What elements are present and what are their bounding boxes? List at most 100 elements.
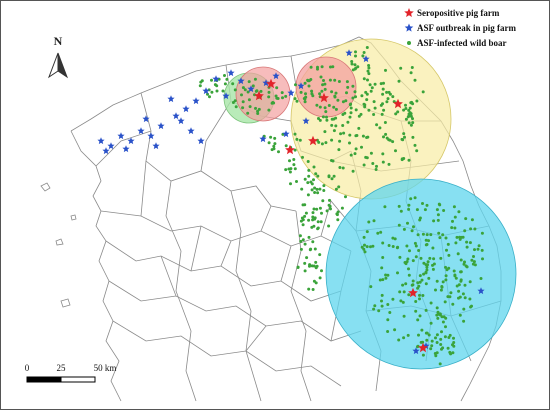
outbreak-farm-star (262, 79, 270, 87)
wild-boar-dot (298, 234, 302, 238)
wild-boar-dot (301, 203, 305, 207)
outbreak-farm-star (182, 105, 190, 113)
wild-boar-dot (410, 229, 414, 233)
wild-boar-dot (267, 90, 271, 94)
wild-boar-dot (445, 248, 448, 252)
wild-boar-dot (409, 71, 413, 75)
wild-boar-dot (315, 187, 319, 191)
wild-boar-dot (454, 276, 458, 280)
wild-boar-dot (365, 245, 369, 249)
wild-boar-dot (314, 260, 318, 264)
wild-boar-dot (440, 285, 444, 288)
legend-label-seropositive: Seropositive pig farm (417, 8, 500, 18)
wild-boar-dot (318, 92, 322, 96)
wild-boar-dot (367, 72, 371, 76)
wild-boar-dot (386, 273, 390, 277)
wild-boar-dot (452, 341, 456, 344)
wild-boar-dot (452, 205, 456, 209)
seropositive-farm-star (254, 90, 264, 101)
wild-boar-dot (450, 226, 454, 230)
wild-boar-dot (350, 60, 354, 63)
wild-boar-dot (231, 82, 235, 86)
wild-boar-dot (380, 266, 384, 270)
wild-boar-dot (354, 50, 357, 54)
wild-boar-dot (334, 187, 338, 191)
wild-boar-dot (284, 94, 288, 98)
wild-boar-dot (277, 150, 280, 154)
wild-boar-dot (421, 90, 425, 94)
wild-boar-dot (434, 288, 437, 292)
wild-boar-dot (373, 82, 377, 86)
wild-boar-dot (369, 245, 372, 249)
wild-boar-dot (459, 279, 463, 283)
wild-boar-dot (321, 83, 325, 87)
wild-boar-dot (416, 318, 420, 322)
wild-boar-dot (402, 227, 406, 231)
wild-boar-dot (321, 199, 325, 203)
wild-boar-dot (423, 208, 427, 212)
wild-boar-dot (210, 90, 214, 94)
wild-boar-dot (350, 62, 354, 66)
wild-boar-dot (346, 85, 350, 89)
wild-boar-dot (223, 74, 226, 77)
wild-boar-dot (316, 174, 320, 178)
outbreak-farm-star (187, 127, 195, 135)
wild-boar-dot (351, 169, 355, 173)
wild-boar-dot (406, 333, 410, 337)
wild-boar-dot (295, 99, 299, 103)
wild-boar-dot (415, 99, 419, 103)
wild-boar-dot (288, 170, 292, 174)
wild-boar-dot (319, 75, 323, 79)
wild-boar-dot (312, 264, 316, 268)
wild-boar-dot (387, 244, 391, 247)
wild-boar-dot (405, 244, 409, 248)
outbreak-farm-star (177, 117, 185, 125)
outbreak-farm-star (97, 137, 105, 145)
outbreak-farm-star (362, 55, 370, 63)
wild-boar-dot (367, 66, 371, 70)
wild-boar-dot (267, 141, 271, 145)
seropositive-farm-star (408, 287, 418, 298)
wild-boar-dot (458, 313, 462, 317)
wild-boar-dot (463, 229, 467, 233)
wild-boar-dot (424, 270, 428, 274)
wild-boar-dot (312, 165, 316, 169)
wild-boar-dot (411, 135, 415, 139)
wild-boar-dot (316, 65, 319, 69)
outbreak-farm-star (477, 287, 485, 295)
wild-boar-dot (303, 269, 307, 273)
legend-label-outbreak: ASF outbreak in pig farm (417, 23, 517, 33)
wild-boar-dot (477, 244, 481, 248)
wild-boar-dot (221, 89, 225, 93)
wild-boar-dot (396, 271, 399, 275)
wild-boar-dot (293, 97, 297, 101)
wild-boar-dot (225, 77, 229, 81)
outbreak-farm-star (282, 130, 290, 138)
wild-boar-dot (394, 112, 398, 116)
wild-boar-dot (365, 230, 369, 234)
wild-boar-dot (377, 309, 381, 313)
wild-boar-dot (267, 108, 271, 112)
wild-boar-dot (314, 281, 318, 285)
wild-boar-dot (313, 191, 317, 194)
outbreak-farm-star (102, 147, 110, 155)
wild-boar-dot (327, 174, 331, 178)
wild-boar-dot (402, 108, 406, 112)
wild-boar-dot (379, 103, 383, 107)
wild-boar-dot (400, 157, 404, 161)
wild-boar-dot (416, 345, 419, 349)
wild-boar-dot (348, 133, 352, 137)
wild-boar-dot (381, 256, 385, 259)
wild-boar-dot (417, 333, 420, 337)
wild-boar-dot (418, 297, 421, 301)
wild-boar-dot (421, 353, 425, 357)
wild-boar-dot (421, 232, 425, 236)
wild-boar-dot (457, 283, 461, 287)
wild-boar-dot (303, 242, 307, 246)
wild-boar-dot (429, 233, 433, 237)
wild-boar-dot (451, 219, 454, 223)
wild-boar-dot (435, 341, 439, 344)
scale-tick-50: 50 km (94, 363, 117, 373)
